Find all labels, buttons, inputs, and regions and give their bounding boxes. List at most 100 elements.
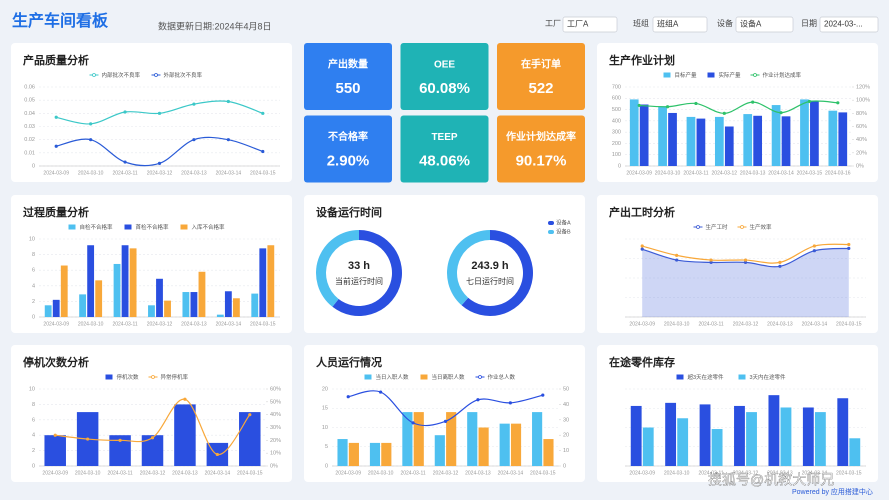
area [642, 248, 849, 317]
line-point [346, 395, 350, 399]
kpi-tile [497, 43, 585, 110]
filter-value: 2024-03-... [824, 20, 863, 29]
x-tick-label: 2024-03-10 [78, 321, 104, 327]
legend-swatch [548, 230, 554, 234]
x-tick-label: 2024-03-11 [400, 470, 425, 476]
line-point [89, 122, 93, 126]
x-tick-label: 2024-03-10 [368, 470, 394, 476]
donut-segment [316, 230, 359, 307]
line-point [743, 258, 748, 262]
y2-tick-label: 50 [563, 386, 569, 392]
y-tick-label: 20 [322, 386, 328, 392]
line-point [665, 105, 670, 109]
kpi-tile [304, 43, 392, 110]
donut-caption: 七日运行时间 [466, 276, 514, 286]
filter-box[interactable] [652, 16, 708, 33]
legend-label: 设备B [556, 227, 571, 235]
y2-tick-label: 20% [856, 150, 867, 156]
legend-dot [696, 225, 700, 229]
bar [44, 305, 52, 317]
kpi-name: 不合格率 [328, 130, 368, 143]
bar [746, 412, 757, 466]
kpi-name: TEEP [431, 132, 457, 143]
bar [402, 412, 413, 466]
legend-label: 3天内在途零件 [750, 373, 787, 381]
legend-swatch [68, 224, 76, 230]
bar [658, 106, 667, 166]
kpi-tile [497, 115, 585, 183]
legend-label: 作业总人数 [488, 373, 516, 381]
y-tick-label: 6 [32, 268, 35, 274]
y-tick-label: 500 [612, 107, 621, 113]
filter-box[interactable] [562, 16, 618, 33]
legend-swatch [180, 224, 188, 230]
legend-dot [154, 73, 158, 77]
line-point [541, 393, 545, 397]
line-point [411, 421, 415, 425]
y-tick-label: 6 [32, 417, 35, 423]
filter-value: 班组A [657, 19, 679, 29]
panel-bg [11, 43, 292, 182]
line-point [640, 247, 644, 251]
bar [381, 442, 392, 466]
legend-label: 实际产量 [719, 71, 742, 79]
bar [734, 405, 745, 466]
filter-box[interactable] [819, 16, 879, 33]
bar [87, 245, 95, 317]
bar [251, 293, 259, 317]
line-point [226, 99, 230, 104]
x-tick-label: 2024-03-12 [140, 470, 166, 476]
x-tick-label: 2024-03-15 [836, 470, 862, 476]
x-tick-label: 2024-03-15 [797, 170, 823, 176]
filter-label: 工厂 [545, 19, 561, 28]
kpi-name: OEE [434, 60, 455, 71]
bar [665, 402, 677, 466]
watermark: 搜狐号@机教大师兄 [708, 472, 834, 488]
x-tick-label: 2024-03-13 [740, 170, 766, 176]
kpi-value: 60.08% [419, 80, 470, 97]
legend-label: 内部批次不良率 [102, 71, 141, 79]
bar [413, 412, 424, 466]
bar [109, 435, 131, 466]
y-tick-label: 0 [32, 314, 35, 320]
line-point [89, 138, 93, 142]
y-tick-label: 200 [612, 141, 621, 147]
bar [129, 248, 137, 317]
bar [753, 115, 763, 166]
x-tick-label: 2024-03-14 [498, 470, 524, 476]
x-tick-label: 2024-03-13 [181, 170, 207, 176]
y2-tick-label: 20 [563, 433, 569, 439]
legend-label: 目标产量 [675, 71, 698, 79]
y-tick-label: 5 [325, 444, 328, 450]
y-tick-label: 4 [32, 433, 35, 439]
filter-box[interactable] [735, 16, 794, 33]
y-tick-label: 0.03 [24, 124, 35, 130]
y2-tick-label: 30% [270, 425, 281, 431]
line-point [709, 260, 713, 264]
legend-label: 自检不合格率 [80, 223, 114, 231]
line-point [812, 244, 816, 248]
bar [259, 248, 267, 317]
panel-title: 生产作业计划 [609, 53, 675, 67]
legend-swatch [676, 374, 684, 380]
y-tick-label: 0 [32, 163, 35, 169]
filter-label: 设备 [717, 18, 733, 28]
y-tick-label: 2 [32, 448, 35, 454]
x-tick-label: 2024-03-13 [767, 470, 793, 476]
bar [677, 418, 689, 466]
x-tick-label: 2024-03-14 [768, 170, 794, 176]
filter-label: 班组 [633, 18, 649, 28]
line-point [123, 110, 127, 114]
line-point [847, 242, 851, 247]
x-tick-label: 2024-03-14 [216, 170, 242, 176]
line-point [508, 401, 512, 405]
bar [52, 299, 60, 317]
line-point [215, 452, 219, 457]
x-tick-label: 2024-03-14 [802, 470, 828, 476]
bar [532, 412, 543, 466]
bar [699, 404, 711, 466]
line-point [779, 111, 783, 115]
x-tick-label: 2024-03-15 [237, 470, 263, 476]
